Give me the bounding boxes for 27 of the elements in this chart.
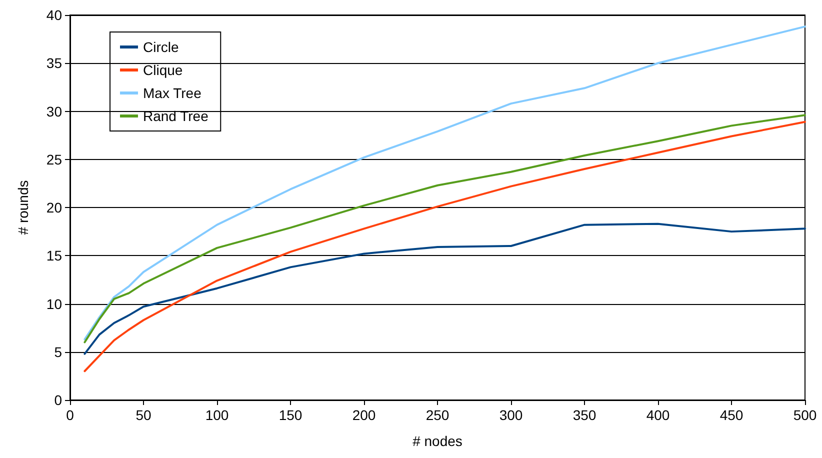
x-tick-label: 400 (646, 407, 670, 423)
x-tick-label: 150 (278, 407, 302, 423)
y-tick-label: 15 (46, 248, 62, 264)
legend-label: Clique (143, 62, 183, 78)
x-tick-label: 200 (352, 407, 376, 423)
y-tick-label: 5 (54, 344, 62, 360)
x-axis-title: # nodes (412, 433, 462, 449)
y-tick-label: 10 (46, 296, 62, 312)
line-series (84, 26, 806, 340)
y-tick-label: 30 (46, 103, 62, 120)
x-tick-label: 300 (499, 407, 523, 423)
y-axis-title: # rounds (15, 180, 31, 235)
y-tick-label: 35 (46, 55, 62, 72)
x-tick-label: 100 (205, 407, 229, 423)
x-tick-label: 450 (720, 407, 744, 423)
x-tick-label: 350 (572, 407, 596, 423)
y-tick-label: 20 (46, 200, 62, 216)
x-tick-label: 500 (793, 407, 817, 423)
legend-label: Circle (143, 39, 179, 55)
y-tick-label: 25 (46, 151, 62, 168)
line-series (84, 222, 806, 355)
x-tick-label: 0 (66, 407, 74, 423)
x-tick-label: 50 (136, 407, 152, 423)
y-tick-label: 0 (54, 392, 62, 408)
y-tick-label: 40 (46, 7, 62, 23)
x-tick-label: 250 (426, 407, 450, 423)
legend-label: Max Tree (143, 85, 202, 101)
